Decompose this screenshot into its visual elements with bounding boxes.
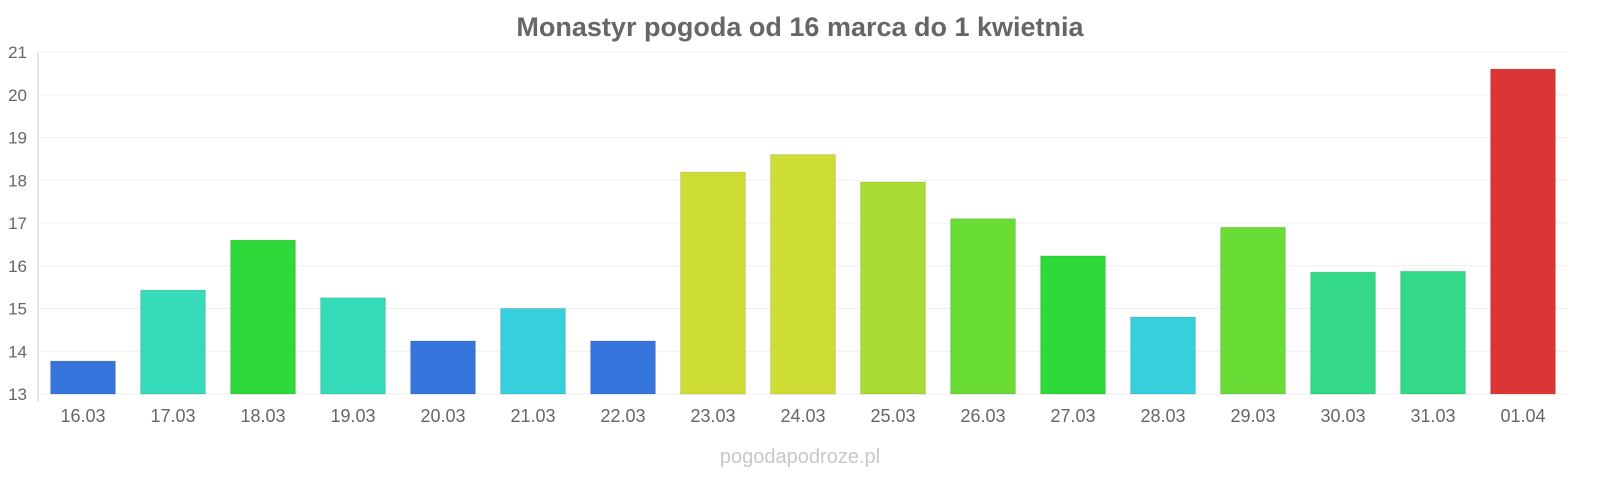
x-tick-label: 25.03 — [870, 406, 915, 426]
x-tick-label: 27.03 — [1050, 406, 1095, 426]
bar-18.03 — [230, 239, 296, 395]
x-tick-label: 21.03 — [510, 406, 555, 426]
y-tick-label: 14 — [8, 342, 27, 361]
y-tick-label: 18 — [8, 171, 27, 190]
x-tick-label: 24.03 — [780, 406, 825, 426]
x-tick-label: 18.03 — [240, 406, 285, 426]
x-tick-label: 26.03 — [960, 406, 1005, 426]
y-tick-label: 16 — [8, 257, 27, 276]
bar-31.03 — [1400, 270, 1466, 395]
x-tick-label: 19.03 — [330, 406, 375, 426]
chart-title: Monastyr pogoda od 16 marca do 1 kwietni… — [516, 12, 1084, 42]
y-tick-label: 15 — [8, 300, 27, 319]
x-tick-label: 17.03 — [150, 406, 195, 426]
x-tick-label: 01.04 — [1500, 406, 1545, 426]
y-tick-label: 13 — [8, 385, 27, 404]
bar-27.03 — [1040, 255, 1106, 395]
bar-30.03 — [1310, 271, 1376, 395]
y-tick-label: 19 — [8, 129, 27, 148]
y-tick-label: 21 — [8, 43, 27, 62]
bar-22.03 — [590, 340, 656, 395]
bar-29.03 — [1220, 226, 1286, 395]
bar-01.04 — [1490, 68, 1556, 395]
bar-19.03 — [320, 297, 386, 395]
bar-28.03 — [1130, 316, 1196, 395]
bar-21.03 — [500, 308, 566, 395]
bar-26.03 — [950, 218, 1016, 395]
bar-16.03 — [50, 360, 116, 395]
x-tick-label: 30.03 — [1320, 406, 1365, 426]
bar-20.03 — [410, 340, 476, 395]
x-tick-label: 16.03 — [60, 406, 105, 426]
bar-25.03 — [860, 181, 926, 395]
x-tick-label: 22.03 — [600, 406, 645, 426]
x-tick-label: 31.03 — [1410, 406, 1455, 426]
y-tick-label: 20 — [8, 86, 27, 105]
bar-23.03 — [680, 171, 746, 395]
bar-24.03 — [770, 154, 836, 395]
x-tick-label: 28.03 — [1140, 406, 1185, 426]
watermark: pogodapodroze.pl — [720, 446, 880, 468]
y-tick-label: 17 — [8, 214, 27, 233]
x-tick-label: 23.03 — [690, 406, 735, 426]
x-tick-label: 29.03 — [1230, 406, 1275, 426]
bar-17.03 — [140, 289, 206, 395]
x-tick-label: 20.03 — [420, 406, 465, 426]
